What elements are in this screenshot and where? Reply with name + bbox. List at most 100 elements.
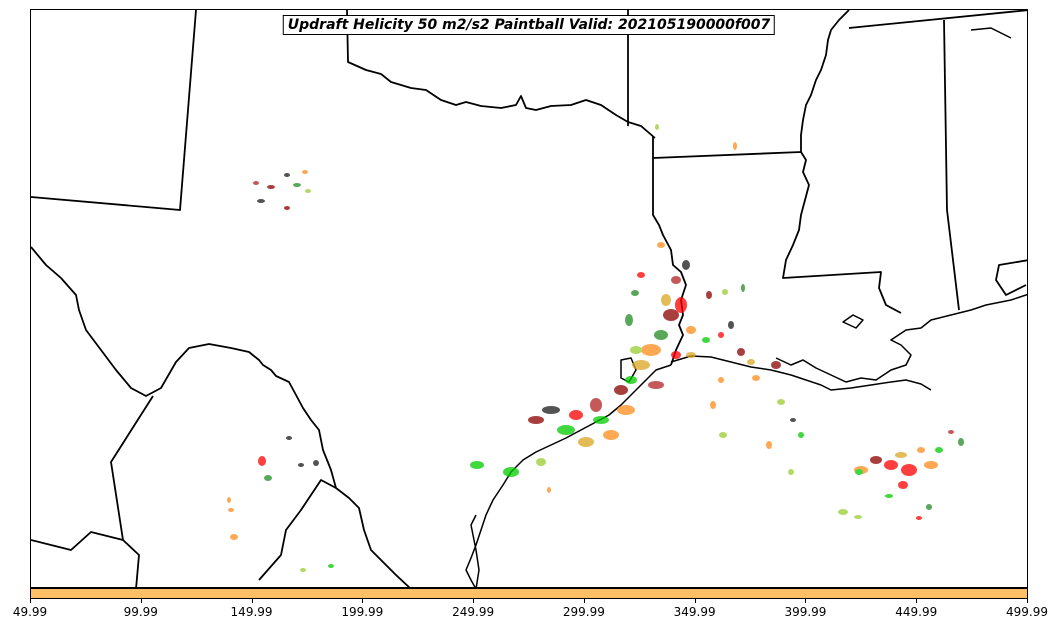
paintball-blob bbox=[300, 568, 306, 572]
paintball-blob bbox=[898, 481, 908, 489]
paintball-blob bbox=[702, 337, 710, 343]
paintball-blob bbox=[230, 534, 238, 540]
border-ar-la bbox=[652, 151, 802, 159]
paintball-blob bbox=[625, 376, 637, 384]
paintball-blob bbox=[536, 458, 546, 466]
colorbar-ticks: 49.99 99.99 149.99 199.99 249.99 299.99 349.99… bbox=[13, 599, 1048, 629]
paintball-blob bbox=[617, 405, 635, 415]
colorbar-tick-mark bbox=[473, 599, 475, 603]
paintball-blob bbox=[503, 467, 519, 477]
border-rio-grande bbox=[31, 246, 411, 587]
paintball-blob bbox=[293, 183, 301, 187]
colorbar-tick-label: 349.99 bbox=[673, 605, 716, 619]
paintball-blob bbox=[569, 410, 583, 420]
colorbar-tick-label: 399.99 bbox=[784, 605, 827, 619]
paintball-blob bbox=[258, 456, 266, 466]
colorbar-tick-mark bbox=[916, 599, 918, 603]
paintball-blob bbox=[895, 452, 907, 458]
paintball-blob bbox=[227, 497, 231, 503]
coast-galveston bbox=[620, 357, 637, 383]
paintball-blob bbox=[926, 504, 932, 510]
border-ms-al bbox=[943, 19, 960, 311]
paintball-blob bbox=[286, 436, 292, 440]
colorbar-tick-mark bbox=[694, 599, 696, 603]
paintball-blob bbox=[655, 124, 659, 130]
paintball-blob bbox=[901, 464, 917, 476]
paintball-blob bbox=[302, 170, 308, 174]
colorbar-tick-label: 499.99 bbox=[1006, 605, 1048, 619]
state-borders bbox=[31, 10, 1027, 587]
paintball-blob bbox=[298, 463, 304, 467]
colorbar-tick-mark bbox=[30, 599, 31, 603]
paintball-blob bbox=[663, 309, 679, 321]
paintball-blob bbox=[264, 475, 272, 481]
colorbar-tick-label: 199.99 bbox=[341, 605, 384, 619]
paintball-blob bbox=[671, 276, 681, 284]
paintball-blob bbox=[654, 330, 668, 340]
paintball-blob bbox=[718, 332, 724, 338]
paintball-blob bbox=[917, 447, 925, 453]
paintball-blob bbox=[935, 447, 943, 453]
paintball-blob bbox=[752, 375, 760, 381]
paintball-blob bbox=[528, 416, 544, 424]
paintball-blob bbox=[313, 460, 319, 466]
paintball-blob bbox=[632, 360, 650, 370]
coast-barrier bbox=[670, 355, 932, 391]
paintball-blob bbox=[547, 487, 551, 493]
colorbar-tick-mark bbox=[583, 599, 585, 603]
colorbar-tick-mark bbox=[362, 599, 364, 603]
paintball-blob bbox=[625, 314, 633, 326]
helicity-paintballs bbox=[227, 124, 964, 572]
colorbar-tick-label: 49.99 bbox=[12, 605, 48, 619]
paintball-blob bbox=[766, 441, 772, 449]
paintball-blob bbox=[253, 181, 259, 185]
border-mx-3 bbox=[258, 479, 337, 581]
paintball-blob bbox=[686, 326, 696, 334]
colorbar-tick-label: 149.99 bbox=[230, 605, 273, 619]
paintball-blob bbox=[719, 432, 727, 438]
map-title: Updraft Helicity 50 m2/s2 Paintball Vali… bbox=[282, 15, 776, 35]
paintball-blob bbox=[603, 430, 619, 440]
paintball-blob bbox=[710, 401, 716, 409]
paintball-blob bbox=[593, 416, 609, 424]
paintball-blob bbox=[870, 456, 882, 464]
border-red-river bbox=[346, 10, 656, 139]
paintball-blob bbox=[641, 344, 661, 356]
paintball-blob bbox=[470, 461, 484, 469]
paintball-blob bbox=[885, 494, 893, 498]
coast-texas bbox=[465, 364, 672, 587]
paintball-blob bbox=[741, 284, 745, 292]
border-tn bbox=[848, 10, 1027, 29]
paintball-blob bbox=[557, 425, 575, 435]
paintball-blob bbox=[631, 290, 639, 296]
paintball-blob bbox=[718, 377, 724, 383]
paintball-blob bbox=[228, 508, 234, 512]
paintball-blob bbox=[305, 189, 311, 193]
paintball-blob bbox=[614, 385, 628, 395]
paintball-blob bbox=[686, 352, 696, 358]
colorbar-tick-label: 249.99 bbox=[452, 605, 495, 619]
colorbar-tick-mark bbox=[805, 599, 807, 603]
border-tx-la bbox=[652, 136, 687, 366]
border-mx-2 bbox=[31, 531, 124, 551]
coast-bay bbox=[470, 514, 480, 587]
paintball-blob bbox=[267, 185, 275, 189]
colorbar-tick-mark bbox=[251, 599, 253, 603]
paintball-blob bbox=[948, 430, 954, 434]
paintball-blob bbox=[257, 199, 265, 203]
paintball-blob bbox=[777, 399, 785, 405]
paintball-blob bbox=[916, 516, 922, 520]
lake-pont bbox=[842, 314, 864, 329]
coastline bbox=[465, 27, 1027, 587]
colorbar-tick-mark bbox=[140, 599, 142, 603]
paintball-blob bbox=[671, 351, 681, 359]
paintball-blob bbox=[733, 142, 737, 150]
paintball-blob bbox=[284, 206, 290, 210]
paintball-blob bbox=[578, 437, 594, 447]
colorbar-tick-label: 99.99 bbox=[123, 605, 158, 619]
paintball-blob bbox=[675, 297, 687, 313]
colorbar-tick-mark bbox=[1027, 599, 1028, 603]
paintball-blob bbox=[884, 460, 898, 470]
paintball-blob bbox=[682, 260, 690, 270]
paintball-blob bbox=[648, 381, 664, 389]
